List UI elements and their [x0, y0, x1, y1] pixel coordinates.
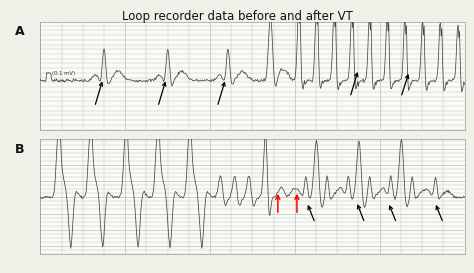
Text: A: A	[15, 25, 25, 38]
Text: (0.1 mV): (0.1 mV)	[52, 71, 75, 76]
Text: B: B	[15, 143, 24, 156]
Text: Loop recorder data before and after VT: Loop recorder data before and after VT	[121, 10, 353, 23]
